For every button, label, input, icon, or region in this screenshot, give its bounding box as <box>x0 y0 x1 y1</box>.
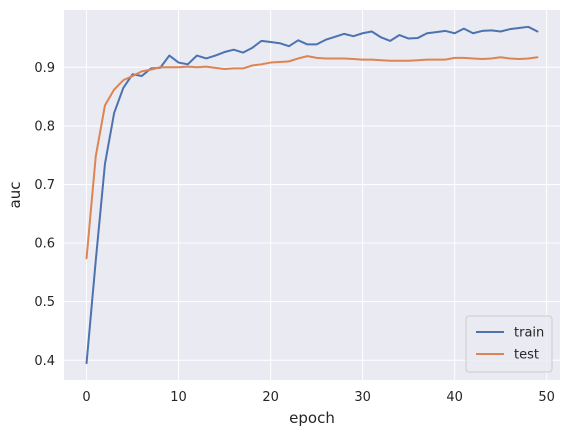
y-tick-label: 0.5 <box>34 295 55 310</box>
y-tick-label: 0.6 <box>34 237 55 252</box>
legend-label-train: train <box>514 326 544 341</box>
legend-box <box>465 315 553 373</box>
x-tick-label: 40 <box>446 390 463 405</box>
x-tick-label: 30 <box>354 390 371 405</box>
legend-label-test: test <box>514 348 539 363</box>
x-axis-label: epoch <box>289 409 335 427</box>
legend-items: train test <box>476 326 544 363</box>
series-line-test <box>85 55 539 260</box>
y-tick-labels: 0.4 0.5 0.6 0.7 0.8 0.9 <box>34 61 55 369</box>
series-lines <box>85 25 539 365</box>
grid-lines <box>64 10 560 380</box>
x-tick-label: 20 <box>262 390 279 405</box>
series-line-train <box>85 25 539 365</box>
x-tick-labels: 0 10 20 30 40 50 <box>82 390 555 405</box>
y-tick-label: 0.4 <box>34 354 55 369</box>
legend: train test <box>465 315 553 373</box>
y-tick-label: 0.7 <box>34 178 55 193</box>
x-tick-label: 0 <box>82 390 90 405</box>
x-tick-label: 10 <box>170 390 187 405</box>
y-axis-label: auc <box>6 182 24 209</box>
y-tick-label: 0.9 <box>34 61 55 76</box>
y-tick-label: 0.8 <box>34 119 55 134</box>
x-tick-label: 50 <box>538 390 555 405</box>
